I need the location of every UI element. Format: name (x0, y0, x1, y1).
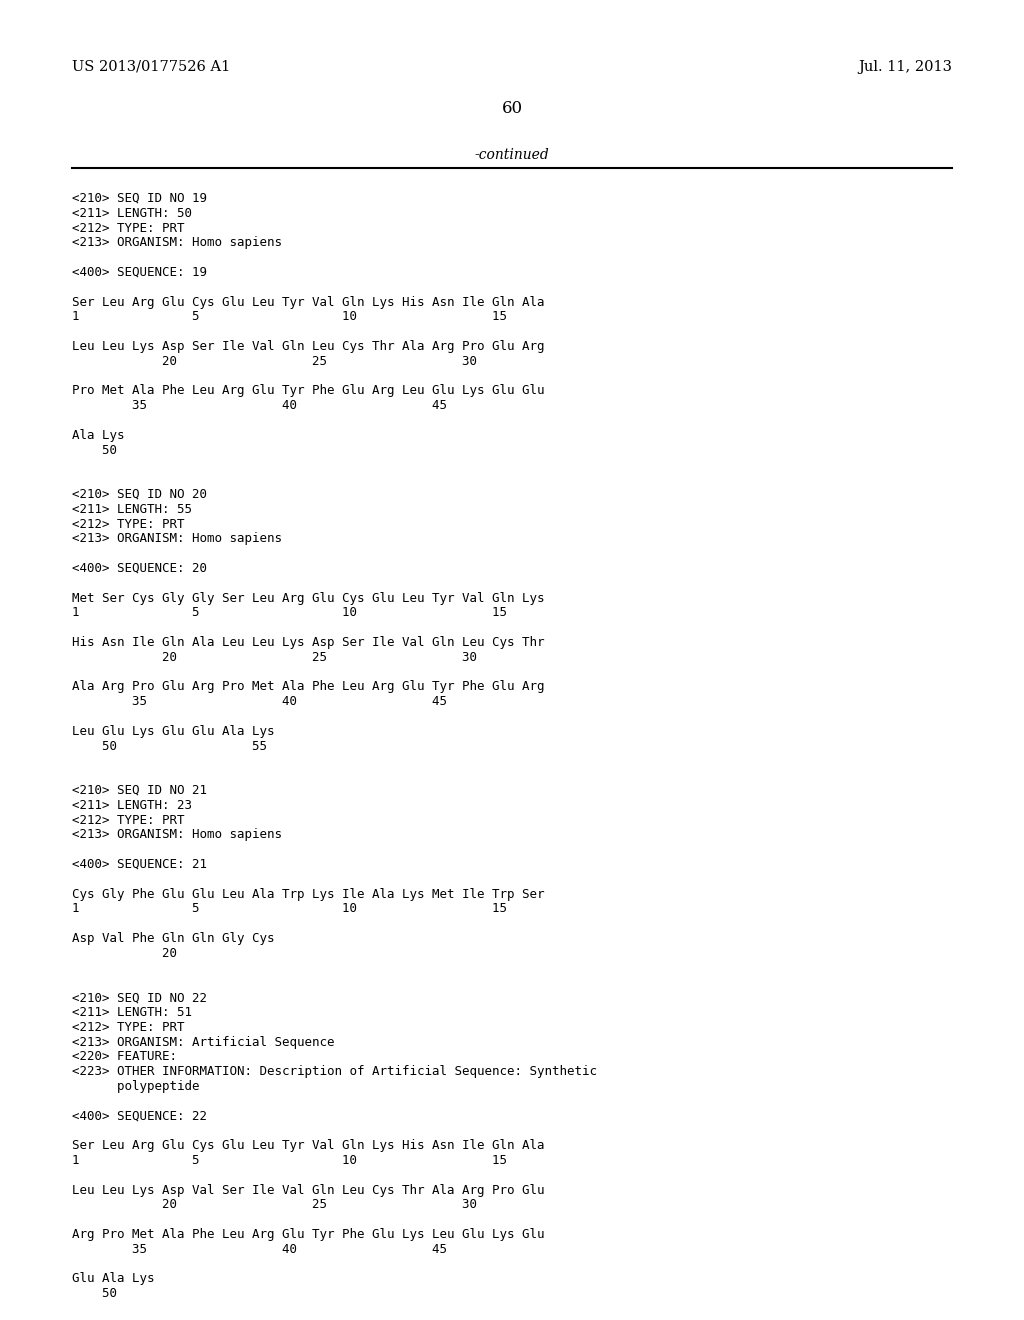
Text: <210> SEQ ID NO 22: <210> SEQ ID NO 22 (72, 991, 207, 1005)
Text: <211> LENGTH: 23: <211> LENGTH: 23 (72, 799, 193, 812)
Text: Met Ser Cys Gly Gly Ser Leu Arg Glu Cys Glu Leu Tyr Val Gln Lys: Met Ser Cys Gly Gly Ser Leu Arg Glu Cys … (72, 591, 545, 605)
Text: 35                  40                  45: 35 40 45 (72, 1243, 447, 1255)
Text: <210> SEQ ID NO 20: <210> SEQ ID NO 20 (72, 488, 207, 502)
Text: 1               5                   10                  15: 1 5 10 15 (72, 1154, 507, 1167)
Text: <210> SEQ ID NO 19: <210> SEQ ID NO 19 (72, 191, 207, 205)
Text: Arg Pro Met Ala Phe Leu Arg Glu Tyr Phe Glu Lys Leu Glu Lys Glu: Arg Pro Met Ala Phe Leu Arg Glu Tyr Phe … (72, 1228, 545, 1241)
Text: His Asn Ile Gln Ala Leu Leu Lys Asp Ser Ile Val Gln Leu Cys Thr: His Asn Ile Gln Ala Leu Leu Lys Asp Ser … (72, 636, 545, 649)
Text: <210> SEQ ID NO 21: <210> SEQ ID NO 21 (72, 784, 207, 797)
Text: 20                  25                  30: 20 25 30 (72, 651, 477, 664)
Text: <212> TYPE: PRT: <212> TYPE: PRT (72, 222, 184, 235)
Text: 20                  25                  30: 20 25 30 (72, 355, 477, 368)
Text: 1               5                   10                  15: 1 5 10 15 (72, 606, 507, 619)
Text: <213> ORGANISM: Homo sapiens: <213> ORGANISM: Homo sapiens (72, 829, 282, 841)
Text: Leu Leu Lys Asp Val Ser Ile Val Gln Leu Cys Thr Ala Arg Pro Glu: Leu Leu Lys Asp Val Ser Ile Val Gln Leu … (72, 1184, 545, 1197)
Text: 20                  25                  30: 20 25 30 (72, 1199, 477, 1212)
Text: Leu Glu Lys Glu Glu Ala Lys: Leu Glu Lys Glu Glu Ala Lys (72, 725, 274, 738)
Text: 35                  40                  45: 35 40 45 (72, 399, 447, 412)
Text: 50: 50 (72, 1287, 117, 1300)
Text: <212> TYPE: PRT: <212> TYPE: PRT (72, 813, 184, 826)
Text: 50: 50 (72, 444, 117, 457)
Text: <211> LENGTH: 50: <211> LENGTH: 50 (72, 207, 193, 220)
Text: Pro Met Ala Phe Leu Arg Glu Tyr Phe Glu Arg Leu Glu Lys Glu Glu: Pro Met Ala Phe Leu Arg Glu Tyr Phe Glu … (72, 384, 545, 397)
Text: Ser Leu Arg Glu Cys Glu Leu Tyr Val Gln Lys His Asn Ile Gln Ala: Ser Leu Arg Glu Cys Glu Leu Tyr Val Gln … (72, 1139, 545, 1152)
Text: Ala Arg Pro Glu Arg Pro Met Ala Phe Leu Arg Glu Tyr Phe Glu Arg: Ala Arg Pro Glu Arg Pro Met Ala Phe Leu … (72, 680, 545, 693)
Text: <212> TYPE: PRT: <212> TYPE: PRT (72, 517, 184, 531)
Text: 20: 20 (72, 946, 177, 960)
Text: -continued: -continued (475, 148, 549, 162)
Text: US 2013/0177526 A1: US 2013/0177526 A1 (72, 59, 230, 74)
Text: <400> SEQUENCE: 21: <400> SEQUENCE: 21 (72, 858, 207, 871)
Text: Asp Val Phe Gln Gln Gly Cys: Asp Val Phe Gln Gln Gly Cys (72, 932, 274, 945)
Text: Jul. 11, 2013: Jul. 11, 2013 (858, 59, 952, 74)
Text: <213> ORGANISM: Homo sapiens: <213> ORGANISM: Homo sapiens (72, 236, 282, 249)
Text: Leu Leu Lys Asp Ser Ile Val Gln Leu Cys Thr Ala Arg Pro Glu Arg: Leu Leu Lys Asp Ser Ile Val Gln Leu Cys … (72, 341, 545, 352)
Text: <223> OTHER INFORMATION: Description of Artificial Sequence: Synthetic: <223> OTHER INFORMATION: Description of … (72, 1065, 597, 1078)
Text: <213> ORGANISM: Homo sapiens: <213> ORGANISM: Homo sapiens (72, 532, 282, 545)
Text: <400> SEQUENCE: 22: <400> SEQUENCE: 22 (72, 1110, 207, 1122)
Text: 1               5                   10                  15: 1 5 10 15 (72, 310, 507, 323)
Text: Ser Leu Arg Glu Cys Glu Leu Tyr Val Gln Lys His Asn Ile Gln Ala: Ser Leu Arg Glu Cys Glu Leu Tyr Val Gln … (72, 296, 545, 309)
Text: Glu Ala Lys: Glu Ala Lys (72, 1272, 155, 1286)
Text: <400> SEQUENCE: 19: <400> SEQUENCE: 19 (72, 267, 207, 279)
Text: 35                  40                  45: 35 40 45 (72, 696, 447, 709)
Text: <211> LENGTH: 55: <211> LENGTH: 55 (72, 503, 193, 516)
Text: Cys Gly Phe Glu Glu Leu Ala Trp Lys Ile Ala Lys Met Ile Trp Ser: Cys Gly Phe Glu Glu Leu Ala Trp Lys Ile … (72, 887, 545, 900)
Text: <213> ORGANISM: Artificial Sequence: <213> ORGANISM: Artificial Sequence (72, 1036, 335, 1048)
Text: <400> SEQUENCE: 20: <400> SEQUENCE: 20 (72, 562, 207, 576)
Text: 1               5                   10                  15: 1 5 10 15 (72, 903, 507, 915)
Text: <211> LENGTH: 51: <211> LENGTH: 51 (72, 1006, 193, 1019)
Text: 50                  55: 50 55 (72, 739, 267, 752)
Text: <212> TYPE: PRT: <212> TYPE: PRT (72, 1020, 184, 1034)
Text: Ala Lys: Ala Lys (72, 429, 125, 442)
Text: polypeptide: polypeptide (72, 1080, 200, 1093)
Text: 60: 60 (502, 100, 522, 117)
Text: <220> FEATURE:: <220> FEATURE: (72, 1051, 177, 1064)
